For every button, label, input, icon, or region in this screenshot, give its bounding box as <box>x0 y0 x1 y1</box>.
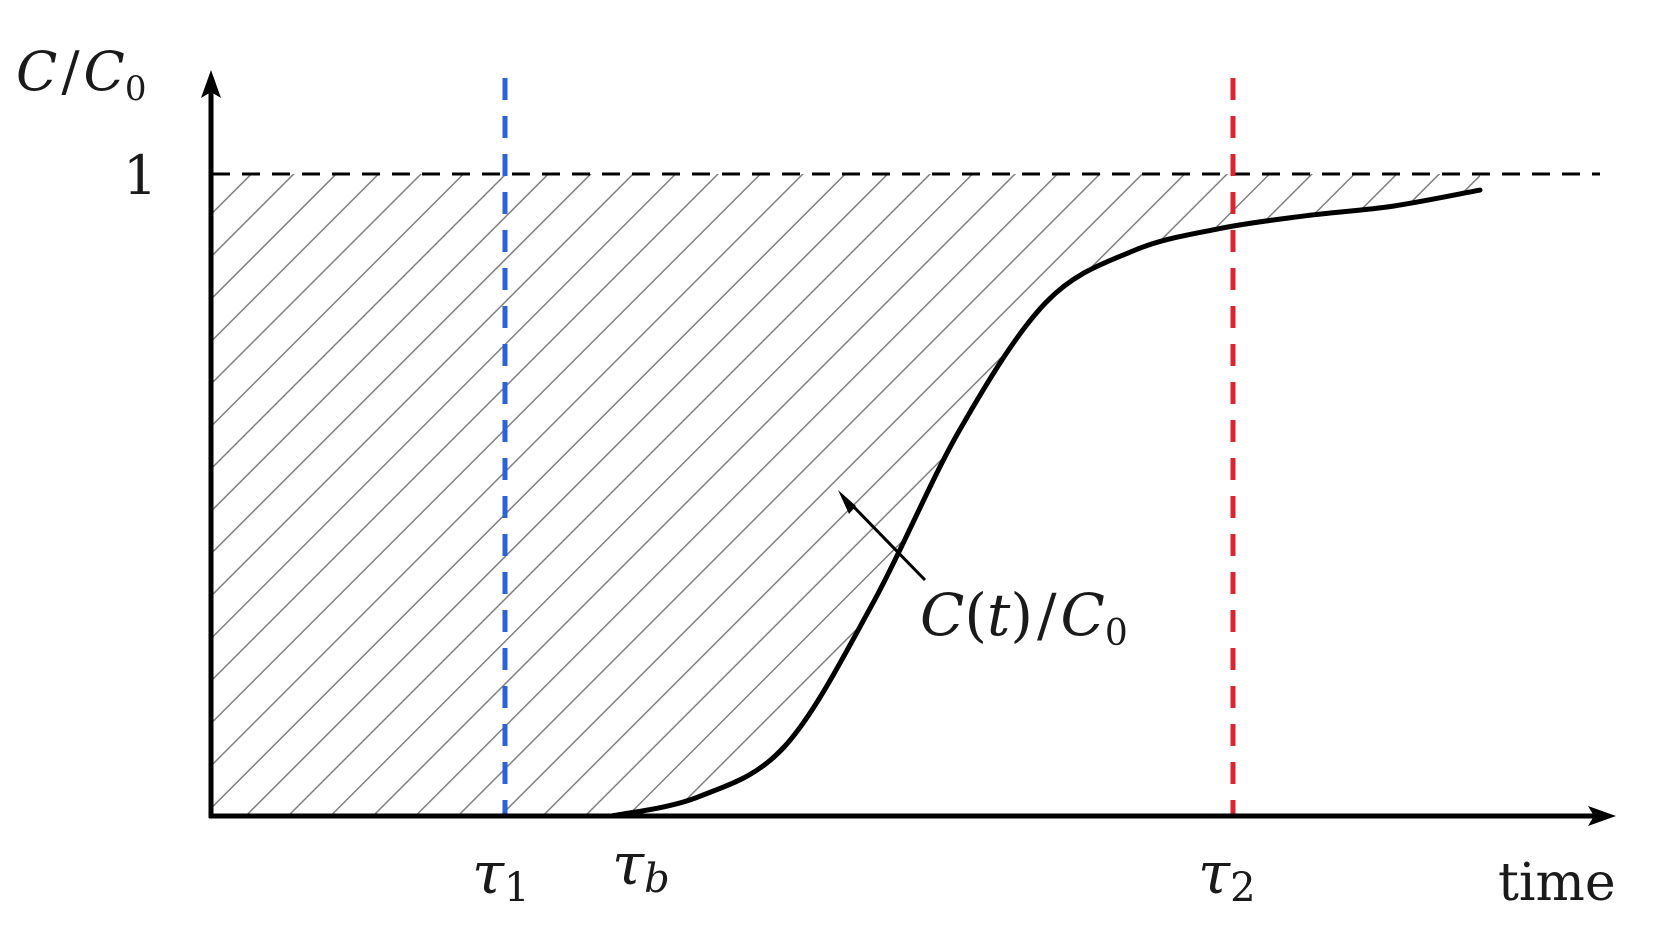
tau2-label: τ2 <box>1198 839 1256 911</box>
y-axis-label: C/C0 <box>16 40 147 109</box>
y-axis-arrowhead <box>201 70 221 98</box>
curve-label: C(t)/C0 <box>920 581 1128 654</box>
annotation-arrowhead <box>838 490 856 514</box>
annotation-arrow-line <box>848 501 927 582</box>
hatched-area <box>212 174 1480 814</box>
tau1-label: τ1 <box>472 839 530 911</box>
x-axis-arrowhead <box>1588 806 1616 826</box>
concentration-curve <box>609 187 1483 819</box>
x-axis-label: time <box>1498 853 1616 913</box>
y-tick-one: 1 <box>123 144 157 207</box>
taub-label: τb <box>612 830 670 902</box>
